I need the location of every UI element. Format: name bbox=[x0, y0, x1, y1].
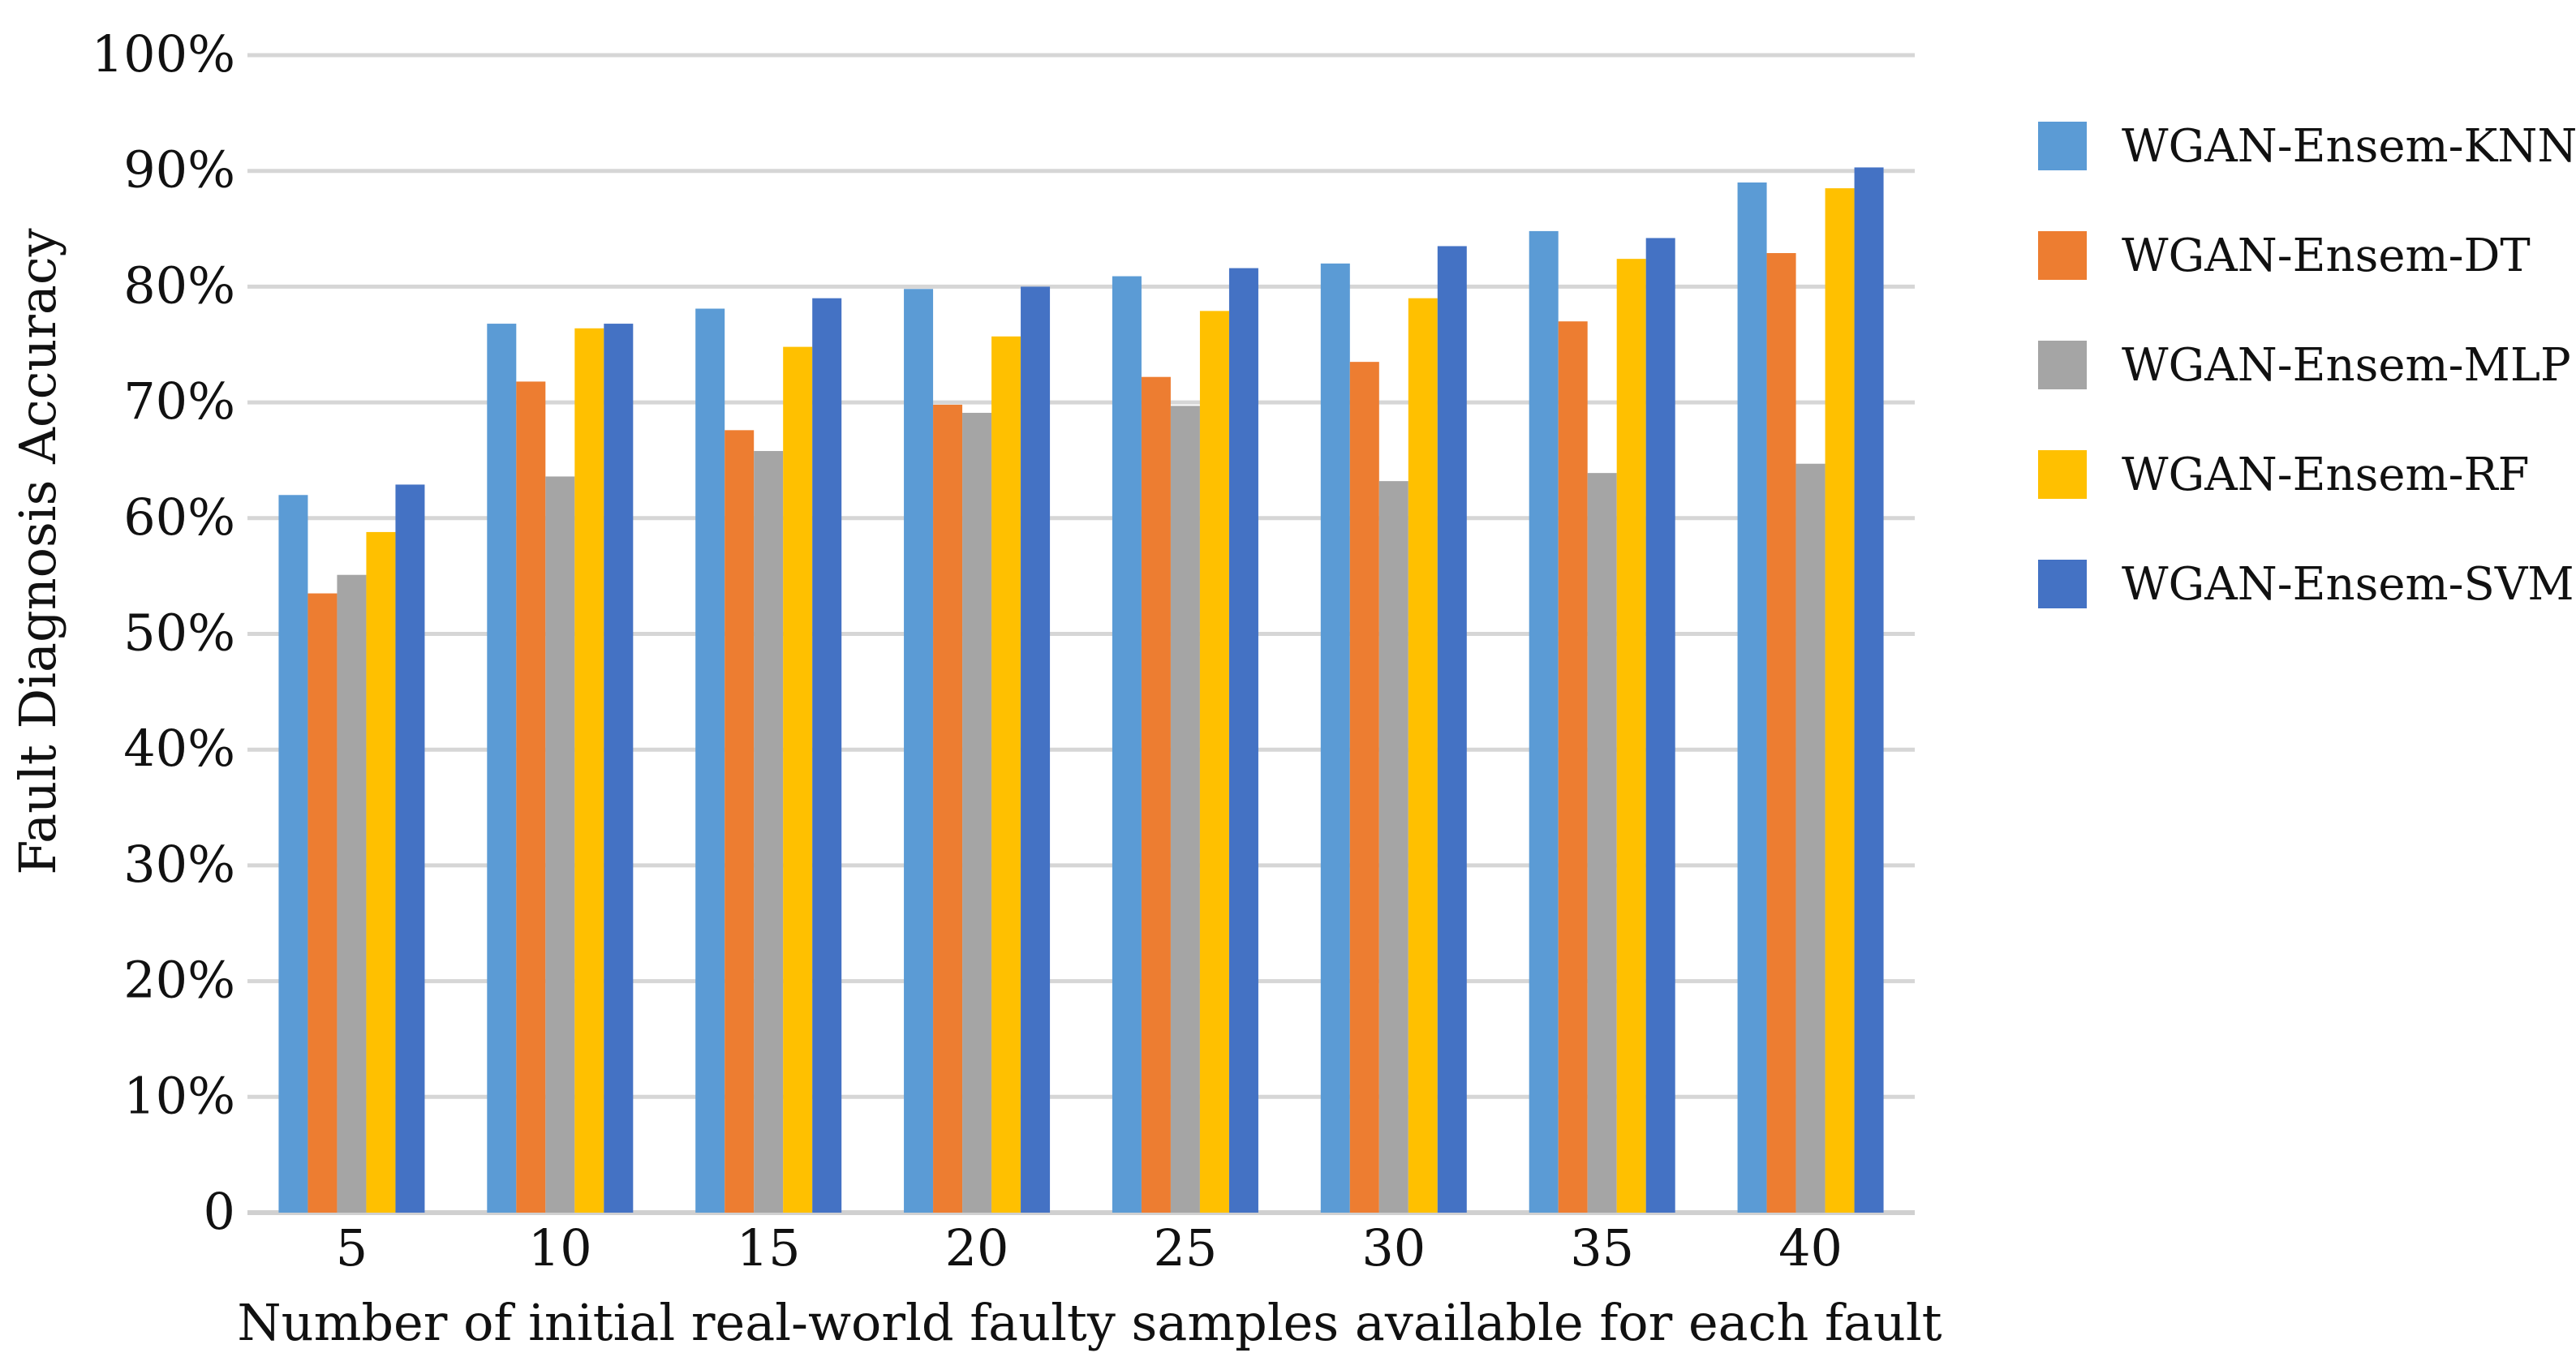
bar-wgan-ensem-svm-10 bbox=[604, 324, 634, 1213]
bar-wgan-ensem-svm-35 bbox=[1645, 238, 1675, 1213]
y-tick-label: 60% bbox=[123, 487, 235, 547]
bar-wgan-ensem-svm-20 bbox=[1021, 286, 1051, 1213]
y-tick-label: 20% bbox=[123, 951, 235, 1010]
legend-swatch bbox=[2038, 231, 2087, 280]
y-axis-label: Fault Diagnosis Accuracy bbox=[8, 228, 67, 874]
bar-wgan-ensem-svm-30 bbox=[1437, 246, 1467, 1213]
bar-group-40 bbox=[1737, 167, 1884, 1213]
y-tick-label: 0 bbox=[204, 1182, 235, 1241]
y-tick-label: 10% bbox=[123, 1066, 235, 1125]
bar-wgan-ensem-mlp-40 bbox=[1795, 463, 1826, 1213]
bar-wgan-ensem-rf-10 bbox=[574, 328, 604, 1213]
bar-wgan-ensem-knn-40 bbox=[1737, 182, 1767, 1213]
bars bbox=[278, 167, 1884, 1213]
y-tick-label: 90% bbox=[123, 140, 235, 200]
bar-group-10 bbox=[487, 324, 634, 1213]
bar-wgan-ensem-dt-10 bbox=[516, 381, 546, 1213]
x-tick-label: 30 bbox=[1361, 1218, 1426, 1278]
bar-wgan-ensem-svm-15 bbox=[812, 298, 842, 1213]
legend-label: WGAN-Ensem-SVM bbox=[2122, 558, 2574, 611]
bar-wgan-ensem-mlp-5 bbox=[337, 574, 367, 1213]
bar-wgan-ensem-knn-10 bbox=[487, 324, 517, 1213]
bar-wgan-ensem-rf-25 bbox=[1199, 311, 1229, 1213]
bar-wgan-ensem-mlp-10 bbox=[545, 476, 575, 1213]
bar-group-20 bbox=[904, 286, 1051, 1213]
bar-wgan-ensem-dt-25 bbox=[1141, 376, 1171, 1213]
legend-item: WGAN-Ensem-DT bbox=[2038, 230, 2531, 282]
bar-group-5 bbox=[278, 484, 425, 1213]
legend-swatch bbox=[2038, 450, 2087, 499]
y-tick-label: 50% bbox=[123, 603, 235, 663]
bar-group-25 bbox=[1112, 268, 1258, 1213]
y-tick-label: 80% bbox=[123, 256, 235, 315]
legend-item: WGAN-Ensem-KNN bbox=[2038, 120, 2576, 173]
bar-wgan-ensem-svm-25 bbox=[1228, 268, 1258, 1213]
x-tick-label: 5 bbox=[336, 1218, 368, 1278]
legend-item: WGAN-Ensem-RF bbox=[2038, 449, 2530, 501]
legend-swatch bbox=[2038, 122, 2087, 170]
bar-group-30 bbox=[1320, 246, 1467, 1213]
bar-wgan-ensem-mlp-35 bbox=[1587, 473, 1617, 1213]
bar-wgan-ensem-knn-5 bbox=[278, 495, 308, 1213]
bar-wgan-ensem-svm-5 bbox=[395, 484, 425, 1213]
legend: WGAN-Ensem-KNN WGAN-Ensem-DT WGAN-Ensem-ML… bbox=[2038, 120, 2576, 611]
y-tick-label: 100% bbox=[92, 24, 235, 84]
bar-wgan-ensem-rf-15 bbox=[783, 346, 813, 1213]
bar-wgan-ensem-rf-30 bbox=[1408, 298, 1438, 1213]
x-tick-label: 40 bbox=[1778, 1218, 1843, 1278]
bar-wgan-ensem-dt-20 bbox=[933, 404, 963, 1213]
bar-wgan-ensem-mlp-15 bbox=[754, 451, 784, 1213]
bar-wgan-ensem-mlp-30 bbox=[1378, 481, 1408, 1213]
y-tick-label: 30% bbox=[123, 835, 235, 894]
legend-label: WGAN-Ensem-KNN bbox=[2122, 120, 2576, 173]
x-tick-label: 35 bbox=[1570, 1218, 1634, 1278]
bar-wgan-ensem-dt-15 bbox=[725, 430, 755, 1213]
y-axis-tick-labels: 0 10% 20% 30% 40% 50% 60% 70% 80% 90% 100% bbox=[92, 24, 235, 1241]
legend-swatch bbox=[2038, 560, 2087, 608]
x-tick-label: 25 bbox=[1153, 1218, 1217, 1278]
x-tick-label: 15 bbox=[737, 1218, 801, 1278]
bar-group-35 bbox=[1529, 230, 1675, 1213]
bar-wgan-ensem-dt-30 bbox=[1349, 362, 1379, 1213]
bar-wgan-ensem-knn-25 bbox=[1112, 276, 1142, 1213]
legend-item: WGAN-Ensem-SVM bbox=[2038, 558, 2574, 611]
legend-label: WGAN-Ensem-MLP bbox=[2122, 339, 2571, 392]
bar-wgan-ensem-knn-35 bbox=[1529, 230, 1559, 1213]
x-axis-tick-labels: 5 10 15 20 25 30 35 40 bbox=[336, 1218, 1843, 1278]
bar-wgan-ensem-mlp-20 bbox=[962, 412, 992, 1213]
x-tick-label: 10 bbox=[528, 1218, 592, 1278]
bar-wgan-ensem-dt-35 bbox=[1558, 321, 1588, 1213]
bar-wgan-ensem-knn-15 bbox=[695, 308, 725, 1213]
legend-swatch bbox=[2038, 341, 2087, 389]
bar-wgan-ensem-rf-40 bbox=[1825, 188, 1855, 1213]
bar-wgan-ensem-rf-35 bbox=[1616, 259, 1646, 1213]
bar-wgan-ensem-svm-40 bbox=[1854, 167, 1884, 1213]
bar-group-15 bbox=[695, 298, 842, 1213]
bar-wgan-ensem-knn-20 bbox=[904, 289, 934, 1213]
y-tick-label: 70% bbox=[123, 371, 235, 431]
x-tick-label: 20 bbox=[945, 1218, 1009, 1278]
legend-label: WGAN-Ensem-RF bbox=[2122, 449, 2530, 501]
bar-wgan-ensem-rf-5 bbox=[366, 531, 396, 1213]
legend-label: WGAN-Ensem-DT bbox=[2122, 230, 2531, 282]
y-tick-label: 40% bbox=[123, 719, 235, 778]
bar-wgan-ensem-rf-20 bbox=[991, 336, 1021, 1213]
bar-wgan-ensem-dt-5 bbox=[307, 593, 338, 1213]
bar-wgan-ensem-dt-40 bbox=[1766, 253, 1796, 1213]
bar-wgan-ensem-mlp-25 bbox=[1170, 406, 1200, 1213]
x-axis-label: Number of initial real-world faulty samp… bbox=[237, 1293, 1942, 1352]
legend-item: WGAN-Ensem-MLP bbox=[2038, 339, 2571, 392]
bar-wgan-ensem-knn-30 bbox=[1320, 263, 1350, 1213]
